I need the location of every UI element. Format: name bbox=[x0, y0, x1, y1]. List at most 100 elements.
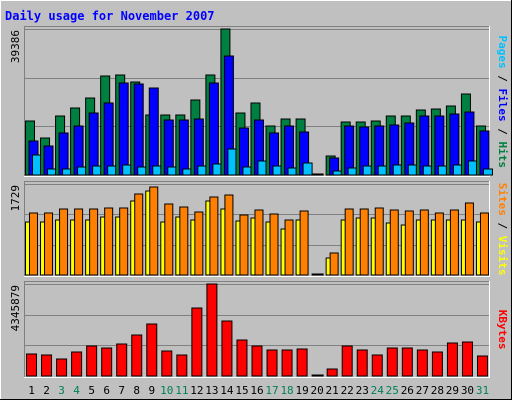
x-tick-label-day-5: 5 bbox=[88, 384, 95, 397]
legend-entry: / bbox=[496, 122, 509, 142]
x-tick-label-day-29: 29 bbox=[446, 384, 459, 397]
x-tick-label-day-23: 23 bbox=[356, 384, 369, 397]
bar-files-day-7 bbox=[118, 82, 129, 176]
x-tick-label-day-8: 8 bbox=[133, 384, 140, 397]
bar-kbytes-day-5 bbox=[86, 345, 98, 377]
bar-sites-day-16 bbox=[254, 209, 264, 276]
x-tick-label-day-30: 30 bbox=[461, 384, 474, 397]
bar-sites-day-3 bbox=[59, 208, 69, 276]
x-tick-label-day-2: 2 bbox=[43, 384, 50, 397]
bar-kbytes-day-8 bbox=[131, 334, 143, 377]
bar-sites-day-15 bbox=[239, 214, 249, 276]
x-tick-label-day-11: 11 bbox=[175, 384, 188, 397]
bar-kbytes-day-24 bbox=[371, 354, 383, 377]
bar-pages-day-19 bbox=[302, 162, 313, 176]
bar-sites-day-18 bbox=[284, 219, 294, 276]
bar-sites-day-22 bbox=[344, 208, 354, 276]
bar-kbytes-day-25 bbox=[386, 347, 398, 377]
bar-sites-day-17 bbox=[269, 213, 279, 276]
bar-sites-day-10 bbox=[164, 203, 174, 276]
bar-sites-day-11 bbox=[179, 206, 189, 276]
bar-kbytes-day-17 bbox=[266, 349, 278, 377]
x-tick-label-day-20: 20 bbox=[311, 384, 324, 397]
bar-kbytes-day-10 bbox=[161, 350, 173, 377]
x-tick-label-day-28: 28 bbox=[431, 384, 444, 397]
x-tick-label-day-6: 6 bbox=[103, 384, 110, 397]
bar-kbytes-day-26 bbox=[401, 347, 413, 377]
legend-entry: Sites bbox=[496, 183, 509, 216]
bar-kbytes-day-6 bbox=[101, 347, 113, 377]
bar-files-day-13 bbox=[208, 82, 219, 176]
bar-sites-day-31 bbox=[479, 212, 489, 276]
bar-kbytes-day-31 bbox=[476, 355, 488, 377]
bar-files-day-31 bbox=[479, 130, 490, 176]
bar-kbytes-day-23 bbox=[356, 349, 368, 377]
bar-sites-day-25 bbox=[389, 209, 399, 276]
chart-title: Daily usage for November 2007 bbox=[5, 9, 215, 23]
panel-visits-max-label: 1729 bbox=[9, 185, 22, 212]
bar-sites-day-13 bbox=[209, 196, 219, 276]
bar-kbytes-day-2 bbox=[41, 354, 53, 377]
x-tick-label-day-18: 18 bbox=[280, 384, 293, 397]
panel-kbytes-max-label: 4345879 bbox=[9, 285, 22, 331]
panel-hits: 39386 Pages / Files / Hits bbox=[9, 26, 509, 177]
bar-sites-day-4 bbox=[74, 208, 84, 276]
bar-kbytes-day-9 bbox=[146, 323, 158, 377]
legend-entry: Hits bbox=[496, 142, 509, 169]
x-tick-label-day-26: 26 bbox=[401, 384, 414, 397]
panel-hits-max-label: 39386 bbox=[9, 30, 22, 63]
x-tick-label-day-21: 21 bbox=[326, 384, 339, 397]
bar-files-day-8 bbox=[133, 83, 144, 176]
bar-kbytes-day-18 bbox=[281, 349, 293, 377]
bar-sites-day-9 bbox=[149, 186, 159, 276]
x-tick-label-day-7: 7 bbox=[118, 384, 125, 397]
bar-sites-day-28 bbox=[434, 212, 444, 276]
x-tick-label-day-1: 1 bbox=[28, 384, 35, 397]
bar-kbytes-day-15 bbox=[236, 339, 248, 377]
x-tick-label-day-13: 13 bbox=[205, 384, 218, 397]
bar-sites-day-5 bbox=[89, 208, 99, 276]
bar-sites-day-19 bbox=[299, 210, 309, 276]
legend-entry: / bbox=[496, 69, 509, 89]
bar-sites-day-24 bbox=[374, 207, 384, 276]
x-tick-label-day-10: 10 bbox=[160, 384, 173, 397]
bar-files-day-9 bbox=[148, 87, 159, 176]
bar-kbytes-day-4 bbox=[71, 351, 83, 377]
bar-kbytes-day-19 bbox=[296, 348, 308, 377]
bar-sites-day-14 bbox=[224, 194, 234, 276]
bar-kbytes-day-3 bbox=[56, 358, 68, 377]
bar-kbytes-day-11 bbox=[176, 354, 188, 377]
bar-kbytes-day-22 bbox=[341, 345, 353, 377]
bar-sites-day-29 bbox=[449, 209, 459, 276]
x-tick-label-day-14: 14 bbox=[220, 384, 234, 397]
bar-sites-day-2 bbox=[44, 212, 54, 276]
bar-kbytes-day-30 bbox=[461, 341, 473, 377]
bar-sites-day-12 bbox=[194, 211, 204, 276]
legend-entry: Files bbox=[496, 89, 509, 122]
panel-kbytes-legend: KBytes bbox=[496, 310, 509, 350]
panel-hits-legend: Pages / Files / Hits bbox=[496, 36, 509, 169]
panel-kbytes: 4345879 KBytes bbox=[9, 281, 509, 378]
bar-sites-day-27 bbox=[419, 209, 429, 276]
bar-pages-day-31 bbox=[482, 168, 493, 176]
legend-entry: Pages bbox=[496, 36, 509, 69]
bar-kbytes-day-7 bbox=[116, 343, 128, 377]
bar-kbytes-day-21 bbox=[326, 368, 338, 377]
bar-sites-day-7 bbox=[119, 207, 129, 276]
x-tick-label-day-19: 19 bbox=[295, 384, 308, 397]
x-tick-label-day-25: 25 bbox=[386, 384, 399, 397]
bar-kbytes-day-12 bbox=[191, 307, 203, 377]
bar-files-day-11 bbox=[178, 119, 189, 176]
x-tick-label-day-24: 24 bbox=[371, 384, 385, 397]
bar-kbytes-day-13 bbox=[206, 283, 218, 377]
x-tick-label-day-27: 27 bbox=[416, 384, 429, 397]
bar-sites-day-23 bbox=[359, 208, 369, 276]
bar-sites-day-21 bbox=[329, 252, 339, 276]
x-tick-label-day-16: 16 bbox=[250, 384, 263, 397]
bar-files-day-6 bbox=[103, 102, 114, 176]
bar-kbytes-day-29 bbox=[446, 342, 458, 377]
x-tick-label-day-22: 22 bbox=[341, 384, 354, 397]
bar-sites-day-8 bbox=[134, 193, 144, 276]
